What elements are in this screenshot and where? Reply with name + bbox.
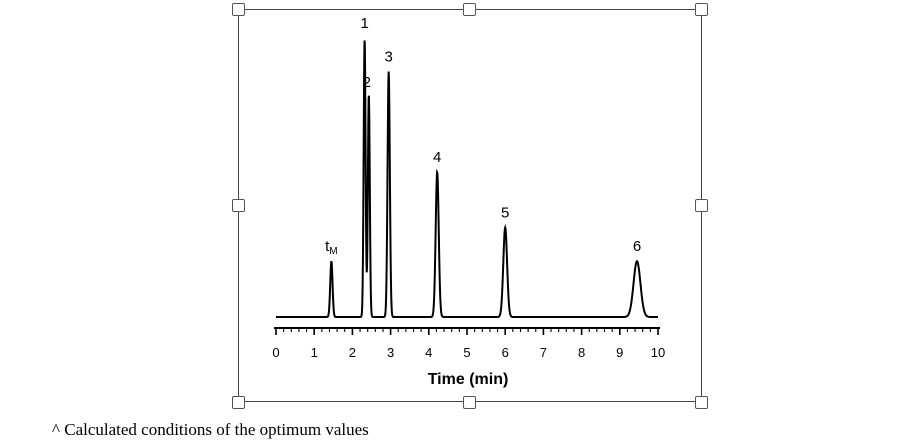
peak-label: 3 [385, 48, 393, 65]
resize-handle-bottom-left[interactable] [232, 396, 245, 409]
resize-handle-bottom-right[interactable] [695, 396, 708, 409]
x-tick-label: 3 [387, 345, 394, 360]
x-tick-label: 9 [616, 345, 623, 360]
x-tick-label: 4 [425, 345, 432, 360]
chromatogram-trace [276, 40, 658, 318]
x-tick-label: 5 [463, 345, 470, 360]
x-tick-label: 10 [651, 345, 665, 360]
x-tick-label: 2 [349, 345, 356, 360]
resize-handle-top-right[interactable] [695, 3, 708, 16]
x-tick-label: 7 [540, 345, 547, 360]
peak-label: 2 [363, 74, 371, 91]
resize-handle-top-left[interactable] [232, 3, 245, 16]
peak-label: 4 [433, 149, 441, 166]
peak-label: 6 [633, 238, 641, 255]
resize-handle-middle-left[interactable] [232, 199, 245, 212]
peak-label: 5 [501, 205, 509, 222]
figure-caption: ^ Calculated conditions of the optimum v… [52, 420, 369, 439]
resize-handle-bottom-center[interactable] [463, 396, 476, 409]
peak-label: tM [325, 238, 338, 257]
x-tick-label: 0 [272, 345, 279, 360]
x-axis-title: Time (min) [428, 371, 509, 388]
x-tick-label: 1 [311, 345, 318, 360]
resize-handle-middle-right[interactable] [695, 199, 708, 212]
resize-handle-top-center[interactable] [463, 3, 476, 16]
peak-label: 1 [360, 15, 368, 32]
x-tick-label: 8 [578, 345, 585, 360]
x-tick-label: 6 [502, 345, 509, 360]
